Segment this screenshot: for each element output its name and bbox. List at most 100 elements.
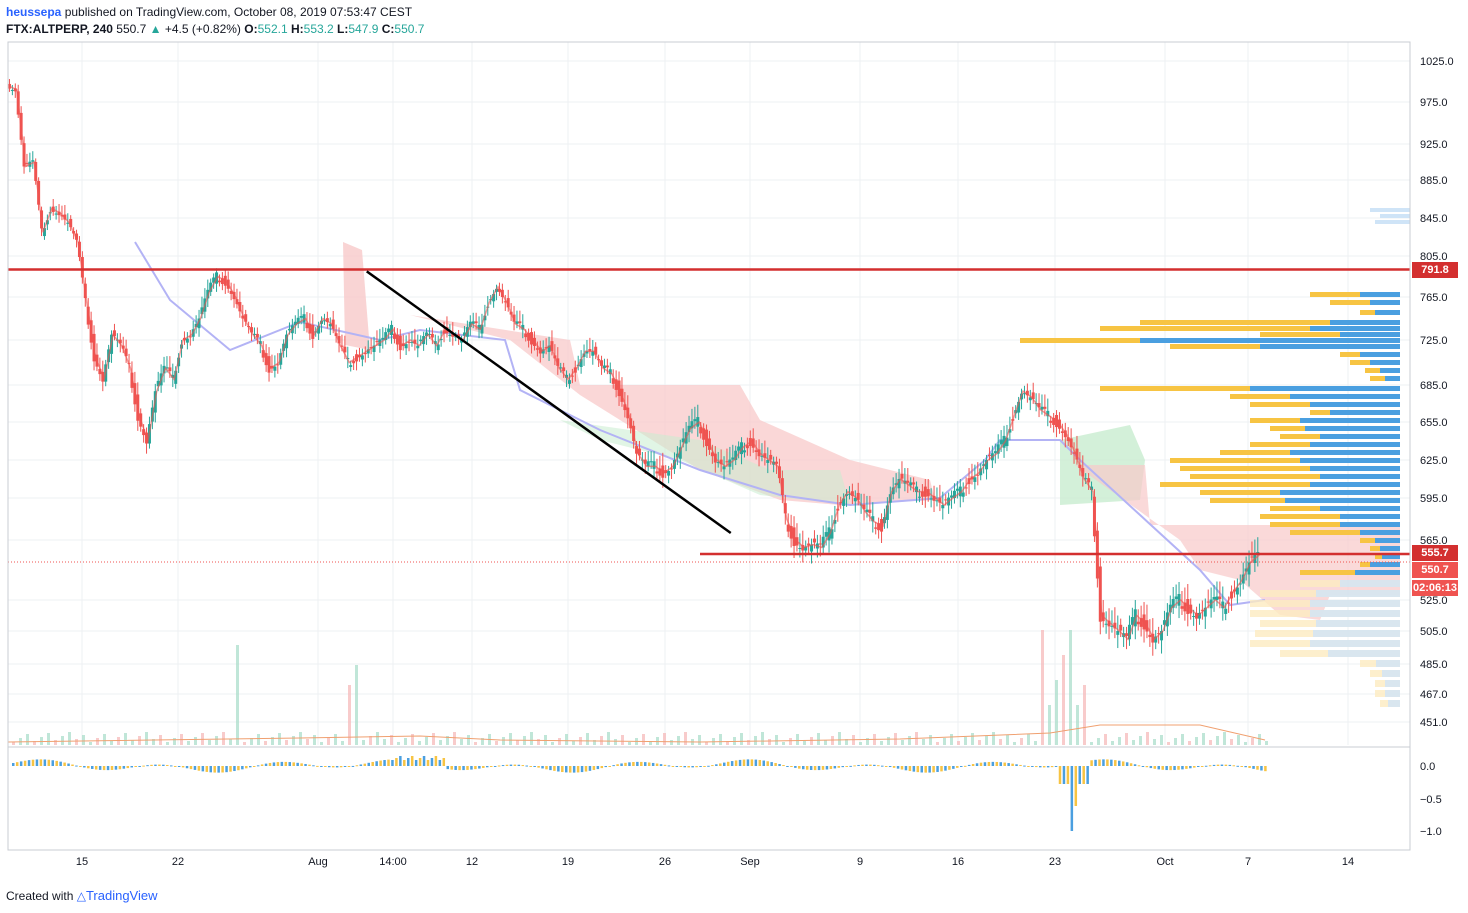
indicator-bar	[221, 766, 224, 773]
volume-bar	[1195, 737, 1198, 745]
vp-bar-down	[1285, 498, 1400, 503]
vp-bar-down	[1370, 360, 1400, 365]
candle-body	[252, 333, 256, 335]
horizontal-levels[interactable]	[8, 268, 1410, 563]
candle-body	[302, 314, 306, 323]
candle-body	[349, 365, 353, 367]
volume-bar	[299, 732, 302, 745]
vp-bar-down	[1320, 434, 1400, 439]
author-name[interactable]: heussepa	[6, 5, 62, 19]
candle-body	[678, 447, 682, 459]
vp-bar-down	[1380, 546, 1400, 551]
candle-body	[1025, 390, 1029, 396]
symbol-name[interactable]: FTX:ALTPERP, 240	[6, 22, 113, 36]
indicator-bar	[1189, 766, 1192, 769]
indicator-bar	[454, 766, 457, 770]
tradingview-logo-icon[interactable]: △	[76, 889, 86, 903]
candle-body	[993, 451, 997, 454]
indicator-bar	[620, 763, 623, 766]
indicator-bar	[687, 766, 690, 768]
indicator-bar	[971, 764, 975, 766]
volume-bar	[453, 732, 456, 745]
candle-body	[1087, 478, 1091, 483]
indicator-bar	[59, 761, 62, 766]
vp-bar-down	[1300, 458, 1400, 463]
volume-bar	[558, 738, 561, 745]
close-label: C:	[381, 22, 395, 36]
candle-body	[1174, 596, 1178, 599]
indicator-bar	[892, 766, 896, 768]
indicator-bar	[912, 766, 916, 772]
volume-bar	[418, 741, 421, 745]
volume-bar	[1223, 732, 1226, 745]
indicator-bar	[241, 766, 244, 770]
open-value: 552.1	[257, 22, 288, 36]
indicator-bar	[272, 762, 276, 766]
candle-body	[649, 461, 653, 463]
candle-body	[1005, 437, 1009, 447]
indicator-bar	[541, 766, 544, 769]
volume-bar	[1048, 705, 1051, 745]
volume-bar	[880, 741, 883, 745]
trendline[interactable]	[366, 270, 732, 535]
indicator-bar	[865, 764, 868, 766]
indicator-bar	[1244, 766, 1247, 768]
indicator-bar	[1050, 766, 1054, 768]
vp-bar-up	[1100, 326, 1400, 331]
x-tick-label: 26	[659, 856, 671, 868]
candle-body	[188, 336, 192, 338]
indicator-bar	[628, 762, 631, 766]
indicator-bar	[762, 760, 765, 766]
indicator-bar	[529, 766, 532, 767]
candle-body	[952, 490, 956, 498]
volume-bar	[495, 741, 498, 745]
indicator-bar	[162, 764, 165, 766]
indicator-bar	[1042, 766, 1046, 768]
candle-body	[1215, 596, 1219, 600]
candle-body	[66, 222, 70, 224]
candle-body	[941, 505, 945, 509]
y-tick-label: 467.0	[1420, 689, 1448, 701]
volume-bar	[131, 740, 134, 745]
candle-body	[54, 213, 58, 215]
candle-body	[637, 448, 641, 456]
volume-bar	[1027, 734, 1030, 745]
candle-body	[1060, 431, 1064, 433]
vp-bar-down	[1370, 562, 1400, 567]
published-text: published on TradingView.com, October 08…	[64, 5, 413, 19]
volume-bar	[810, 737, 813, 745]
candle-body	[255, 333, 259, 338]
indicator-bar	[742, 759, 746, 766]
indicator-bar	[1197, 766, 1200, 767]
indicator-bar	[908, 766, 912, 772]
indicator-bar	[754, 759, 758, 766]
indicator-bar	[750, 759, 754, 766]
candle-body	[375, 341, 379, 343]
indicator-bar	[936, 766, 939, 772]
y-tick-label: 845.0	[1420, 213, 1448, 225]
indicator-bar	[691, 766, 694, 768]
candle-body	[287, 328, 291, 331]
candle-body	[1183, 602, 1187, 612]
candle-body	[419, 339, 423, 342]
tradingview-brand[interactable]: TradingView	[85, 888, 158, 903]
indicator-bar	[1173, 766, 1176, 771]
indicator-bar	[644, 762, 647, 766]
indicator-bar	[146, 765, 149, 767]
candle-body	[1238, 583, 1242, 585]
volume-bar	[985, 736, 988, 745]
candle-body	[492, 293, 496, 302]
indicator-bar	[1078, 766, 1081, 784]
indicator-bar	[264, 763, 268, 766]
volume-bar	[992, 732, 995, 745]
indicator-bar	[1035, 766, 1038, 768]
candle-body	[1127, 624, 1131, 640]
volume-bar	[12, 742, 15, 745]
candle-body	[118, 339, 122, 344]
candle-body	[760, 455, 764, 457]
indicator-bar	[245, 766, 248, 769]
vp-bar-up	[1270, 522, 1400, 527]
candle-body	[681, 438, 685, 443]
candle-body	[801, 545, 805, 551]
